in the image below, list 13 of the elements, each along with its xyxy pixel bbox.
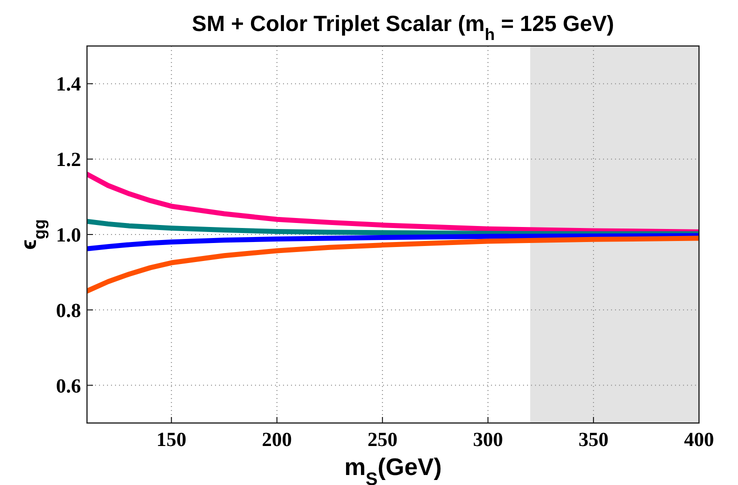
y-tick-label: 1.0 [56, 224, 81, 246]
x-tick-label: 250 [367, 429, 398, 451]
y-tick-label: 0.8 [56, 300, 81, 322]
x-tick-label: 150 [156, 429, 186, 451]
x-tick-label: 300 [472, 429, 503, 451]
x-axis-title: m$_{S}$(GeV) [344, 454, 442, 485]
x-tick-label: 350 [578, 429, 608, 451]
chart-title: SM + Color Triplet Scalar (m$_{h}$ = 125 GeV) [192, 11, 614, 44]
y-tick-label: 1.2 [56, 149, 81, 172]
y-tick-label: 1.4 [56, 74, 81, 96]
x-tick-label: 400 [684, 429, 714, 451]
x-tick-label: 200 [262, 429, 292, 451]
y-tick-label: 0.6 [56, 375, 81, 398]
